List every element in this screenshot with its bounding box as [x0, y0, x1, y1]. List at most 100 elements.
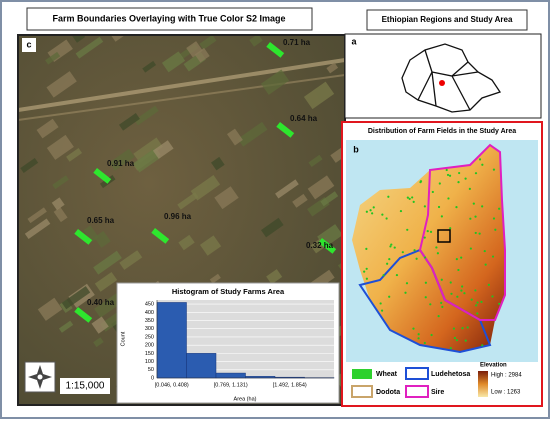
wheat-field: [373, 206, 375, 208]
wheat-field: [387, 196, 389, 198]
wheat-field: [416, 258, 418, 260]
wheat-field: [494, 229, 496, 231]
wheat-field: [479, 233, 481, 235]
wheat-field: [447, 174, 449, 176]
y-tick-label: 0: [151, 375, 154, 381]
farm-area-label: 0.91 ha: [107, 159, 135, 168]
wheat-field: [456, 339, 458, 341]
bar: [157, 302, 187, 378]
legend-label: Low : 1263: [491, 390, 521, 396]
wheat-field: [382, 274, 384, 276]
wheat-field: [404, 292, 406, 294]
bar: [216, 373, 246, 378]
wheat-field: [427, 230, 429, 232]
wheat-field: [455, 206, 457, 208]
wheat-field: [480, 301, 482, 303]
wheat-field: [437, 252, 439, 254]
wheat-field: [474, 216, 476, 218]
wheat-field: [430, 231, 432, 233]
wheat-field: [366, 211, 368, 213]
wheat-field: [385, 217, 387, 219]
histogram-title: Histogram of Study Farms Area: [172, 287, 285, 296]
wheat-field: [460, 256, 462, 258]
wheat-field: [450, 293, 452, 295]
legend-label: Wheat: [376, 371, 398, 378]
wheat-field: [363, 271, 365, 273]
scale: 1:15,000: [66, 381, 105, 392]
wheat-field: [411, 196, 413, 198]
wheat-field: [417, 337, 419, 339]
y-axis-label: Count: [120, 331, 126, 346]
bar: [187, 353, 217, 378]
wheat-field: [435, 246, 437, 248]
wheat-field: [467, 326, 469, 328]
y-tick-label: 450: [145, 302, 154, 308]
wheat-field: [450, 281, 452, 283]
wheat-field: [485, 263, 487, 265]
farm-area-label: 0.32 ha: [306, 241, 334, 250]
legend-label: Sire: [431, 389, 444, 396]
farm-area-label: 0.71 ha: [283, 38, 311, 47]
y-tick-label: 200: [145, 343, 154, 349]
legend-title: Elevation: [480, 363, 507, 369]
wheat-field: [441, 279, 443, 281]
y-tick-label: 100: [145, 359, 154, 365]
wheat-field: [450, 347, 452, 349]
panel-title: Ethiopian Regions and Study Area: [382, 15, 513, 24]
wheat-field: [396, 274, 398, 276]
wheat-field: [441, 306, 443, 308]
wheat-field: [425, 296, 427, 298]
wheat-field: [413, 201, 415, 203]
wheat-field: [473, 203, 475, 205]
wheat-field: [449, 227, 451, 229]
farm-area-label: 0.40 ha: [87, 298, 115, 307]
y-tick-label: 150: [145, 351, 154, 357]
wheat-field: [476, 312, 478, 314]
wheat-field: [439, 182, 441, 184]
wheat-field: [493, 169, 495, 171]
legend-label: High : 2984: [491, 373, 522, 379]
wheat-field: [457, 269, 459, 271]
wheat-field: [474, 289, 476, 291]
y-tick-label: 350: [145, 318, 154, 324]
wheat-field: [475, 172, 477, 174]
wheat-field: [425, 282, 427, 284]
x-tick-label: [0.769, 1.131): [214, 382, 248, 388]
legend-label: Dodota: [376, 389, 400, 396]
wheat-field: [424, 256, 426, 258]
wheat-field: [453, 327, 455, 329]
wheat-field: [402, 251, 404, 253]
farm-area-label: 0.65 ha: [87, 216, 115, 225]
wheat-field: [481, 164, 483, 166]
wheat-field: [481, 205, 483, 207]
wheat-field: [461, 285, 463, 287]
panel-border: [345, 34, 541, 118]
wheat-field: [493, 217, 495, 219]
wheat-field: [449, 175, 451, 177]
wheat-field: [464, 178, 466, 180]
wheat-field: [429, 303, 431, 305]
wheat-field: [446, 169, 448, 171]
wheat-field: [424, 205, 426, 207]
wheat-field: [388, 296, 390, 298]
wheat-field: [475, 304, 477, 306]
wheat-field: [406, 229, 408, 231]
wheat-field: [469, 218, 471, 220]
panel-title: Farm Boundaries Overlaying with True Col…: [52, 13, 285, 23]
wheat-field: [454, 337, 456, 339]
study-area-marker: [439, 80, 445, 86]
wheat-field: [389, 245, 391, 247]
wheat-field: [366, 268, 368, 270]
wheat-field: [380, 302, 382, 304]
wheat-field: [481, 344, 483, 346]
farm-area-label: 0.64 ha: [290, 114, 318, 123]
y-tick-label: 250: [145, 334, 154, 340]
wheat-field: [406, 282, 408, 284]
wheat-field: [388, 258, 390, 260]
wheat-field: [456, 296, 458, 298]
wheat-field: [498, 303, 500, 305]
wheat-field: [412, 328, 414, 330]
wheat-field: [465, 340, 467, 342]
wheat-field: [386, 263, 388, 265]
x-tick-label: [0.046, 0.408): [155, 382, 189, 388]
